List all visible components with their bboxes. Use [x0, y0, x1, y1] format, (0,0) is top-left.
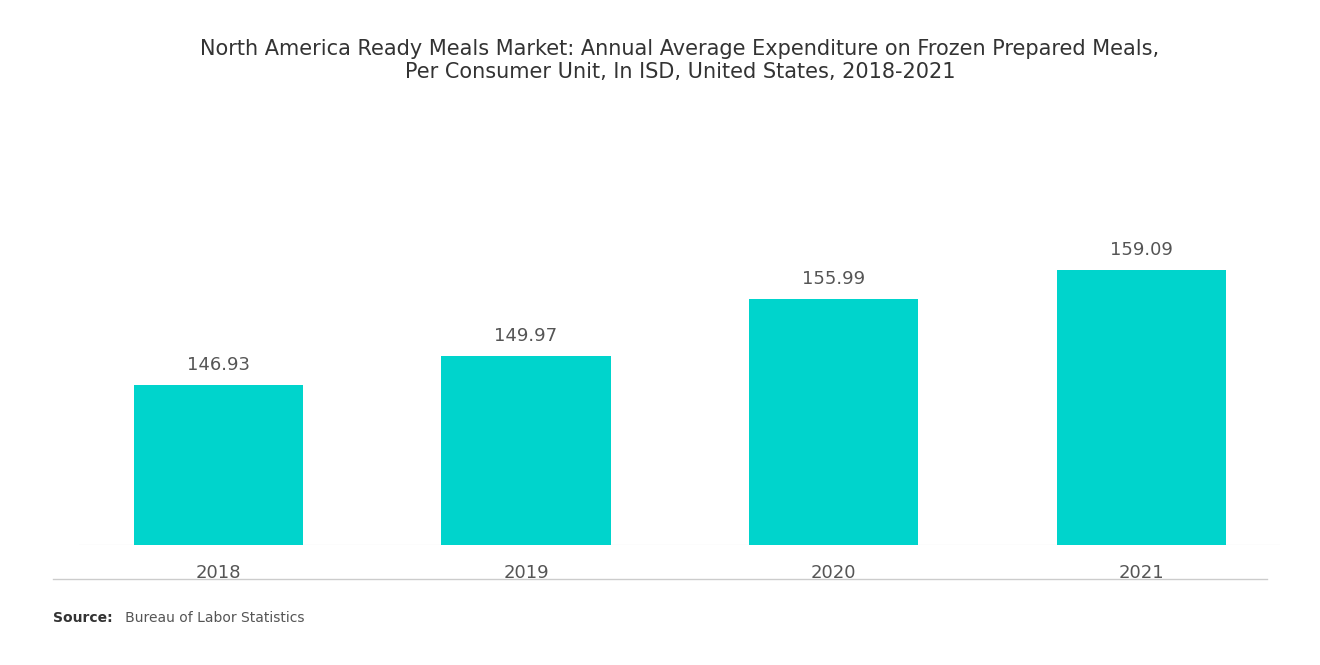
Bar: [441, 356, 611, 545]
Text: 159.09: 159.09: [1110, 241, 1172, 259]
Title: North America Ready Meals Market: Annual Average Expenditure on Frozen Prepared : North America Ready Meals Market: Annual…: [201, 39, 1159, 82]
Text: 146.93: 146.93: [187, 356, 249, 374]
Text: Source:: Source:: [53, 611, 112, 625]
Bar: [1056, 270, 1226, 545]
Text: Bureau of Labor Statistics: Bureau of Labor Statistics: [112, 611, 305, 625]
Bar: [133, 385, 304, 545]
Bar: [748, 299, 919, 545]
Text: 155.99: 155.99: [803, 270, 865, 288]
Text: 149.97: 149.97: [495, 327, 557, 345]
